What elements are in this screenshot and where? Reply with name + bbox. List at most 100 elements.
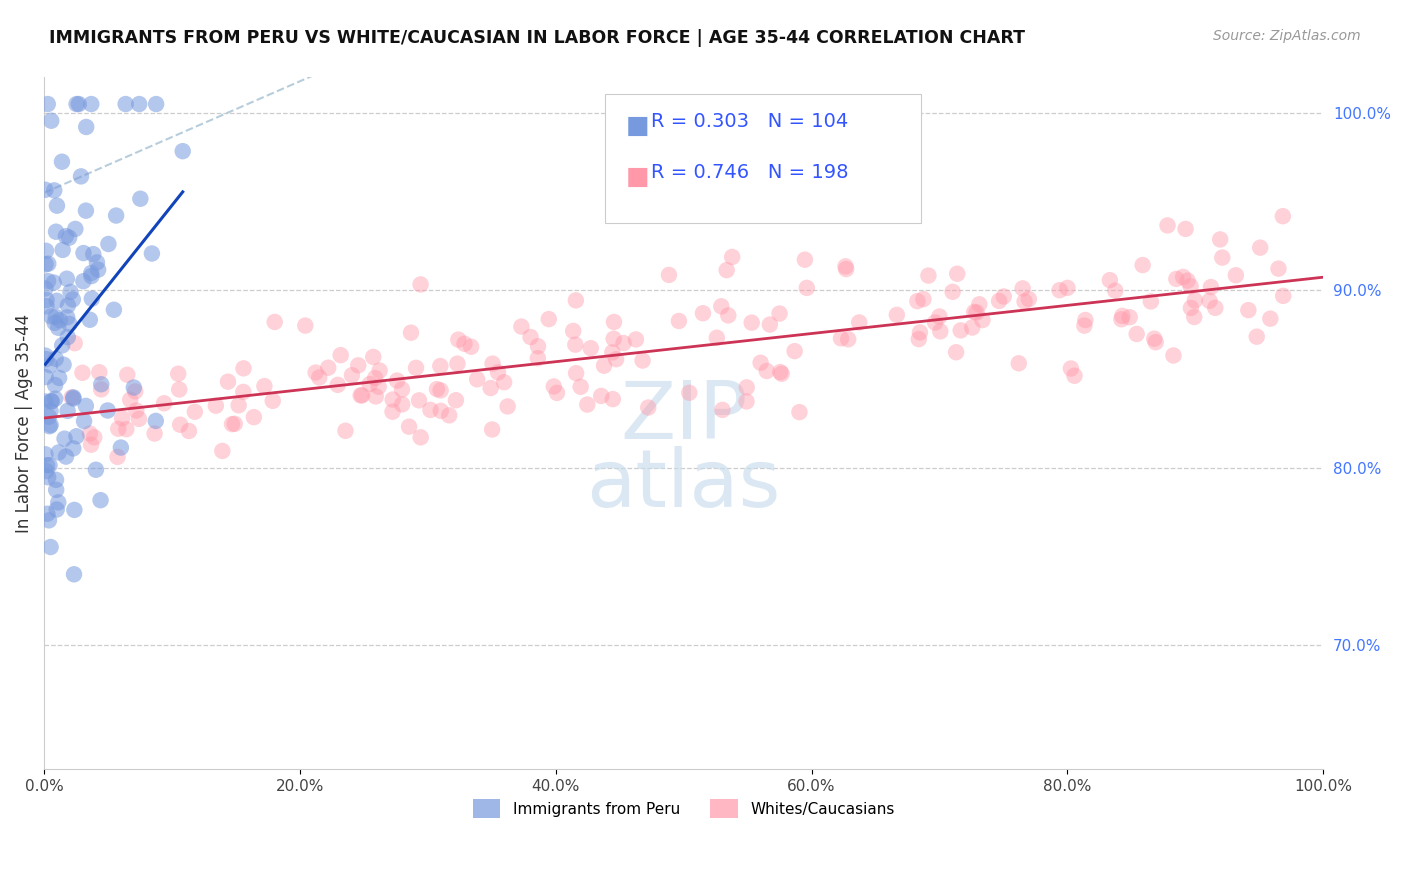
Point: [73, 414, 96, 428]
Point: [783, 344, 806, 359]
Point: [408, 393, 430, 408]
Point: [1246, 329, 1268, 343]
Point: [110, 441, 132, 455]
Point: [79, 312, 101, 326]
Point: [45, 351, 67, 366]
Point: [510, 319, 533, 334]
Point: [993, 289, 1015, 303]
Point: [224, 417, 246, 431]
Point: [593, 359, 616, 373]
Point: [834, 260, 856, 274]
Point: [253, 379, 276, 393]
Point: [1272, 289, 1295, 303]
Point: [75, 120, 97, 134]
Point: [1144, 335, 1167, 350]
Point: [721, 250, 744, 264]
Point: [668, 314, 690, 328]
Point: [917, 268, 939, 283]
Point: [945, 345, 967, 359]
Point: [205, 399, 228, 413]
Text: R = 0.746   N = 198: R = 0.746 N = 198: [651, 163, 848, 182]
Point: [1260, 311, 1282, 326]
Point: [44, 378, 66, 392]
Point: [546, 385, 568, 400]
Point: [1140, 294, 1163, 309]
Point: [1204, 301, 1226, 315]
Text: Source: ZipAtlas.com: Source: ZipAtlas.com: [1213, 29, 1361, 43]
Point: [565, 293, 588, 308]
Point: [749, 356, 772, 370]
Point: [82, 247, 104, 261]
Point: [167, 383, 190, 397]
Point: [62, 293, 84, 307]
Point: [44, 183, 66, 197]
Point: [72, 366, 94, 380]
Point: [429, 359, 451, 373]
Point: [80, 292, 103, 306]
Point: [35, 464, 58, 478]
Point: [1166, 272, 1188, 286]
Point: [45, 473, 67, 487]
Point: [717, 309, 740, 323]
Point: [886, 308, 908, 322]
Point: [45, 483, 67, 497]
Point: [38, 513, 60, 527]
Point: [963, 305, 986, 319]
Point: [361, 350, 384, 364]
Point: [124, 384, 146, 399]
Point: [793, 252, 815, 267]
Point: [848, 316, 870, 330]
Point: [107, 450, 129, 464]
Point: [46, 199, 69, 213]
Point: [612, 336, 634, 351]
Point: [65, 97, 87, 112]
Point: [543, 379, 565, 393]
Point: [83, 430, 105, 444]
Point: [907, 332, 929, 346]
Point: [145, 414, 167, 428]
Point: [755, 364, 778, 378]
Point: [426, 382, 449, 396]
Y-axis label: In Labor Force | Age 35-44: In Labor Force | Age 35-44: [15, 314, 32, 533]
Point: [1104, 284, 1126, 298]
Point: [34, 281, 56, 295]
Point: [692, 306, 714, 320]
Text: ■: ■: [626, 165, 650, 189]
Point: [232, 361, 254, 376]
Point: [84, 463, 107, 477]
Point: [39, 113, 62, 128]
Point: [35, 293, 58, 307]
Point: [1171, 269, 1194, 284]
Point: [34, 394, 56, 409]
Legend: Immigrants from Peru, Whites/Caucasians: Immigrants from Peru, Whites/Caucasians: [467, 793, 901, 824]
Point: [796, 281, 818, 295]
Point: [1056, 281, 1078, 295]
Point: [335, 424, 357, 438]
Point: [658, 268, 681, 282]
Point: [1225, 268, 1247, 283]
Point: [46, 320, 69, 334]
Point: [446, 357, 468, 371]
Point: [602, 392, 624, 406]
Point: [120, 392, 142, 407]
Point: [340, 368, 363, 383]
Point: [217, 375, 239, 389]
Point: [65, 222, 87, 236]
Point: [430, 404, 453, 418]
Point: [946, 267, 969, 281]
Point: [381, 392, 404, 407]
Point: [228, 398, 250, 412]
Point: [1098, 273, 1121, 287]
Point: [1271, 209, 1294, 223]
Point: [34, 447, 56, 461]
Point: [1014, 294, 1036, 309]
Point: [537, 312, 560, 326]
Text: ZIP
atlas: ZIP atlas: [586, 377, 780, 524]
Point: [211, 444, 233, 458]
Point: [262, 393, 284, 408]
Point: [51, 338, 73, 352]
Point: [678, 385, 700, 400]
Point: [637, 401, 659, 415]
Point: [80, 266, 103, 280]
Point: [49, 313, 72, 327]
